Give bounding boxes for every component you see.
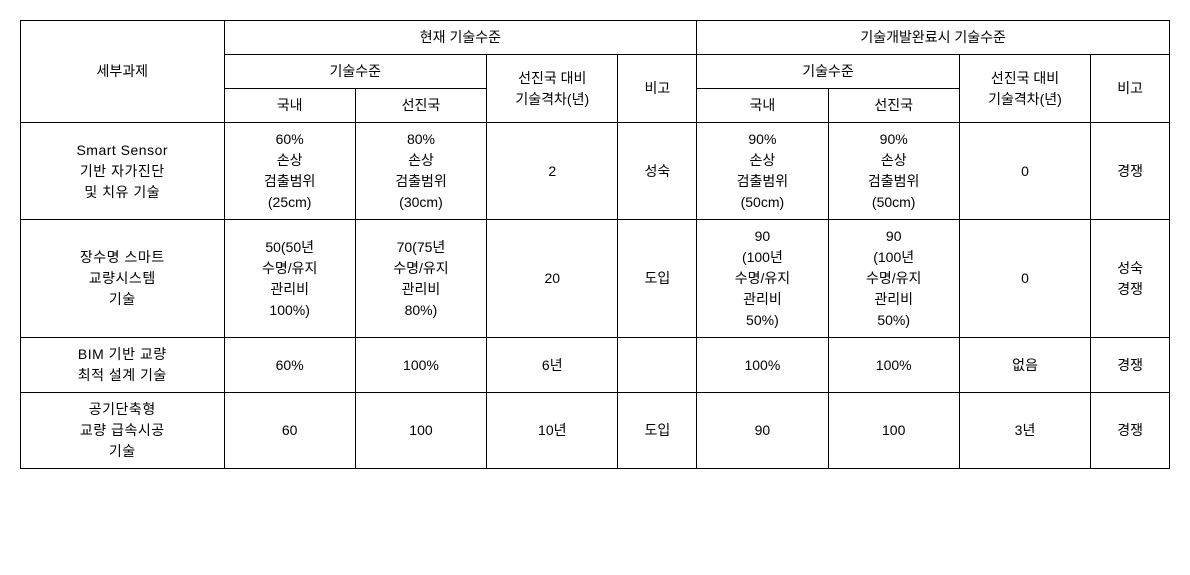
cell-fut-gap: 0 — [959, 123, 1090, 220]
cell-cur-note: 도입 — [618, 220, 697, 338]
header-fut-note: 비고 — [1091, 55, 1170, 123]
cell-fut-domestic: 90 (100년 수명/유지 관리비 50%) — [697, 220, 828, 338]
header-current-level: 현재 기술수준 — [224, 21, 697, 55]
header-cur-tech-level: 기술수준 — [224, 55, 487, 89]
cell-cur-gap: 2 — [487, 123, 618, 220]
table-row: Smart Sensor 기반 자가진단 및 치유 기술 60% 손상 검출범위… — [21, 123, 1170, 220]
cell-cur-advanced: 100 — [355, 393, 486, 469]
header-fut-tech-level: 기술수준 — [697, 55, 960, 89]
cell-cur-gap: 10년 — [487, 393, 618, 469]
cell-cur-note — [618, 338, 697, 393]
cell-cur-gap: 20 — [487, 220, 618, 338]
cell-fut-domestic: 100% — [697, 338, 828, 393]
cell-fut-note: 경쟁 — [1091, 123, 1170, 220]
cell-fut-advanced: 100% — [828, 338, 959, 393]
header-cur-note: 비고 — [618, 55, 697, 123]
cell-cur-note: 도입 — [618, 393, 697, 469]
cell-task: 공기단축형 교량 급속시공 기술 — [21, 393, 225, 469]
header-future-level: 기술개발완료시 기술수준 — [697, 21, 1170, 55]
table-header: 세부과제 현재 기술수준 기술개발완료시 기술수준 기술수준 선진국 대비 기술… — [21, 21, 1170, 123]
table-row: 공기단축형 교량 급속시공 기술 60 100 10년 도입 90 100 3년… — [21, 393, 1170, 469]
cell-fut-advanced: 90% 손상 검출범위 (50cm) — [828, 123, 959, 220]
header-fut-gap: 선진국 대비 기술격차(년) — [959, 55, 1090, 123]
cell-fut-domestic: 90% 손상 검출범위 (50cm) — [697, 123, 828, 220]
header-cur-advanced: 선진국 — [355, 89, 486, 123]
cell-task: 장수명 스마트 교량시스템 기술 — [21, 220, 225, 338]
cell-task: BIM 기반 교량 최적 설계 기술 — [21, 338, 225, 393]
cell-fut-gap: 3년 — [959, 393, 1090, 469]
table-row: BIM 기반 교량 최적 설계 기술 60% 100% 6년 100% 100%… — [21, 338, 1170, 393]
cell-fut-advanced: 90 (100년 수명/유지 관리비 50%) — [828, 220, 959, 338]
cell-fut-gap: 없음 — [959, 338, 1090, 393]
cell-cur-gap: 6년 — [487, 338, 618, 393]
cell-cur-note: 성숙 — [618, 123, 697, 220]
tech-level-table: 세부과제 현재 기술수준 기술개발완료시 기술수준 기술수준 선진국 대비 기술… — [20, 20, 1170, 469]
cell-cur-advanced: 70(75년 수명/유지 관리비 80%) — [355, 220, 486, 338]
cell-cur-domestic: 60% — [224, 338, 355, 393]
cell-task: Smart Sensor 기반 자가진단 및 치유 기술 — [21, 123, 225, 220]
cell-cur-domestic: 50(50년 수명/유지 관리비 100%) — [224, 220, 355, 338]
cell-fut-domestic: 90 — [697, 393, 828, 469]
table-body: Smart Sensor 기반 자가진단 및 치유 기술 60% 손상 검출범위… — [21, 123, 1170, 469]
table-row: 장수명 스마트 교량시스템 기술 50(50년 수명/유지 관리비 100%) … — [21, 220, 1170, 338]
cell-fut-note: 경쟁 — [1091, 338, 1170, 393]
cell-cur-advanced: 100% — [355, 338, 486, 393]
cell-fut-gap: 0 — [959, 220, 1090, 338]
header-cur-domestic: 국내 — [224, 89, 355, 123]
cell-fut-advanced: 100 — [828, 393, 959, 469]
header-fut-domestic: 국내 — [697, 89, 828, 123]
header-cur-gap: 선진국 대비 기술격차(년) — [487, 55, 618, 123]
cell-cur-domestic: 60 — [224, 393, 355, 469]
cell-cur-domestic: 60% 손상 검출범위 (25cm) — [224, 123, 355, 220]
header-task: 세부과제 — [21, 21, 225, 123]
header-fut-advanced: 선진국 — [828, 89, 959, 123]
cell-fut-note: 경쟁 — [1091, 393, 1170, 469]
cell-cur-advanced: 80% 손상 검출범위 (30cm) — [355, 123, 486, 220]
cell-fut-note: 성숙 경쟁 — [1091, 220, 1170, 338]
